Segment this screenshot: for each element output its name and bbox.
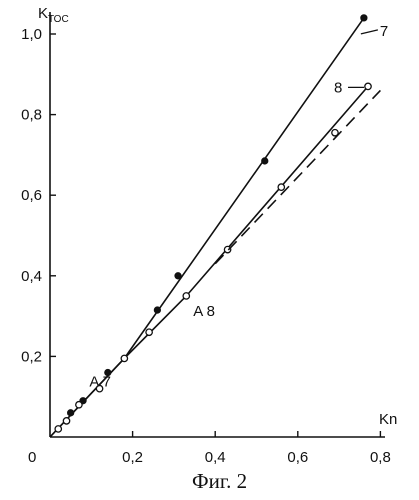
x-tick-label: 0,8 bbox=[370, 449, 391, 466]
x-axis-title: Kn bbox=[379, 411, 397, 428]
data-point-8 bbox=[76, 402, 82, 408]
data-point-7 bbox=[262, 158, 268, 164]
data-point-8 bbox=[121, 355, 127, 361]
x-tick-label: 0,4 bbox=[205, 449, 226, 466]
data-point-7 bbox=[175, 273, 181, 279]
annotation-group: A 7 A 8 bbox=[89, 303, 215, 390]
x-tick-label: 0,6 bbox=[287, 449, 308, 466]
data-point-8 bbox=[278, 184, 284, 190]
y-tick-label: 0,2 bbox=[21, 348, 42, 365]
x-tick-label: 0,2 bbox=[122, 449, 143, 466]
data-point-8 bbox=[146, 329, 152, 335]
data-point-8 bbox=[183, 293, 189, 299]
data-point-8 bbox=[63, 418, 69, 424]
data-point-7 bbox=[361, 15, 367, 21]
y-tick-label: 0,8 bbox=[21, 107, 42, 124]
series-label-leader bbox=[361, 30, 378, 34]
series-label-8: 8 bbox=[334, 79, 342, 96]
data-point-8 bbox=[55, 426, 61, 432]
y-tick-label: 0,6 bbox=[21, 187, 42, 204]
origin-label: 0 bbox=[28, 449, 36, 466]
data-point-8 bbox=[365, 83, 371, 89]
figure-caption: Фиг. 2 bbox=[192, 469, 247, 493]
annotation-point-label: A 7 bbox=[89, 373, 111, 390]
y-tick-label: 0,4 bbox=[21, 268, 42, 285]
series-label-7: 7 bbox=[380, 23, 388, 40]
y-axis-title: KТОС bbox=[38, 5, 69, 25]
annotation-point-label: A 8 bbox=[193, 303, 215, 320]
y-tick-label: 1,0 bbox=[21, 26, 42, 43]
series-line-dashed bbox=[215, 90, 380, 263]
data-point-7 bbox=[154, 307, 160, 313]
